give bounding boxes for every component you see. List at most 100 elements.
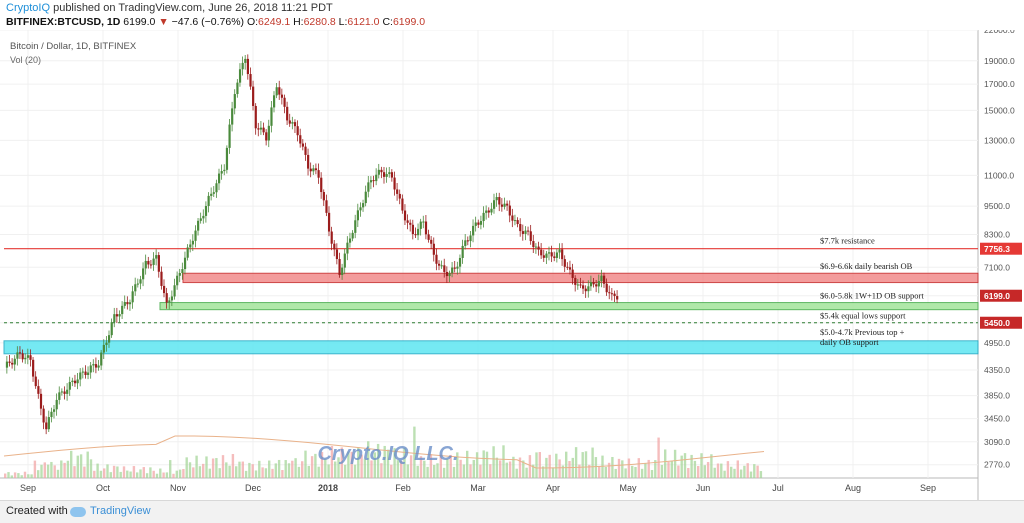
candle-body	[79, 372, 82, 380]
price-chart[interactable]: 22000.0 19000.0 17000.0 15000.0 13000.0 11000…	[0, 25, 1024, 500]
volume-bar	[703, 465, 706, 478]
candle-body	[458, 257, 462, 267]
volume-bar	[733, 468, 736, 478]
volume-bar	[40, 464, 43, 478]
volume-bar	[406, 464, 409, 478]
volume-bar	[20, 475, 23, 478]
bearish-ob-label: $6.9-6.6k daily bearish OB	[820, 261, 913, 271]
y-tick-label: 17000.0	[984, 79, 1015, 89]
candle-body	[356, 210, 360, 221]
y-tick-label: 2770.0	[984, 460, 1010, 470]
volume-bar	[726, 461, 730, 478]
volume-bar	[654, 460, 657, 478]
candle-body	[333, 243, 336, 250]
candle-body	[270, 107, 273, 126]
candle-body	[84, 371, 87, 376]
volume-bar	[56, 469, 60, 478]
volume-bar	[27, 474, 30, 478]
candle-body	[183, 257, 187, 270]
candle-body	[231, 108, 234, 125]
volume-bar	[172, 473, 175, 478]
candle-body	[21, 353, 24, 360]
volume-bar	[4, 473, 7, 478]
candle-body	[519, 224, 522, 232]
volume-bar	[129, 471, 132, 478]
close-label: C:	[382, 16, 393, 28]
equal-lows-price-tag-bg	[980, 316, 1022, 329]
candle-body	[155, 255, 158, 259]
candle-body	[521, 231, 525, 234]
x-tick-label: Apr	[546, 483, 560, 493]
chart-title: Bitcoin / Dollar, 1D, BITFINEX	[10, 41, 137, 52]
candle-body	[595, 284, 598, 287]
candle-body	[616, 296, 619, 300]
candle-body	[94, 364, 98, 368]
volume-bar	[291, 460, 294, 478]
volume-bar	[489, 464, 492, 478]
chart-area[interactable]: 22000.0 19000.0 17000.0 15000.0 13000.0 11000…	[0, 25, 1024, 500]
candle-body	[327, 212, 331, 232]
volume-bar	[287, 463, 291, 478]
volume-bar	[631, 465, 634, 478]
candle-body	[217, 173, 221, 184]
author-link[interactable]: CryptoIQ	[6, 2, 51, 14]
volume-bar	[188, 462, 192, 478]
candle-body	[540, 249, 543, 256]
volume-bar	[598, 466, 601, 478]
volume-bar	[637, 458, 640, 478]
candle-body	[534, 246, 538, 248]
volume-bar	[254, 470, 258, 478]
symbol-label: BITFINEX:BTCUSD, 1D	[6, 16, 121, 28]
volume-bar	[139, 469, 142, 478]
high-value: 6280.8	[303, 16, 336, 28]
x-tick-label: 2018	[318, 483, 338, 493]
volume-bar	[736, 460, 739, 478]
volume-bar	[743, 465, 746, 478]
volume-bar	[396, 460, 400, 478]
candle-body	[563, 259, 566, 267]
volume-bar	[30, 474, 33, 478]
candle-body	[508, 205, 511, 216]
volume-bar	[205, 456, 208, 478]
volume-bar	[640, 468, 644, 478]
candle-body	[118, 314, 121, 317]
candle-body	[288, 120, 291, 124]
candle-body	[210, 193, 213, 196]
last-price-tag-bg	[980, 289, 1022, 302]
candle-body	[13, 358, 16, 365]
candle-body	[58, 392, 61, 400]
candle-body	[608, 292, 611, 294]
volume-bar	[310, 456, 314, 478]
candle-body	[437, 263, 441, 266]
volume-bar	[274, 463, 277, 478]
candle-body	[296, 126, 299, 136]
volume-bar	[528, 455, 532, 478]
volume-bar	[716, 463, 720, 478]
volume-bar	[367, 441, 370, 478]
tradingview-link[interactable]: TradingView	[90, 505, 151, 517]
volume-bar	[17, 473, 20, 478]
candle-body	[60, 391, 64, 393]
candle-body	[39, 393, 43, 409]
candle-body	[225, 147, 229, 170]
candle-body	[359, 207, 362, 211]
candle-body	[558, 249, 561, 253]
low-label: L:	[338, 16, 348, 28]
volume-bar	[337, 457, 340, 478]
candle-body	[278, 87, 281, 95]
candle-body	[456, 266, 459, 269]
candle-body	[272, 95, 276, 108]
volume-bar	[746, 463, 749, 478]
candle-body	[254, 105, 257, 129]
volume-bar	[538, 452, 541, 478]
volume-bar	[271, 468, 274, 478]
volume-bar	[357, 447, 360, 478]
candle-body	[280, 94, 284, 98]
candle-body	[516, 220, 519, 225]
candle-body	[76, 379, 79, 384]
candle-body	[89, 365, 92, 373]
candle-body	[561, 249, 564, 260]
volume-bar	[162, 472, 165, 478]
y-tick-label: 3450.0	[984, 414, 1010, 424]
volume-bar	[37, 470, 40, 478]
